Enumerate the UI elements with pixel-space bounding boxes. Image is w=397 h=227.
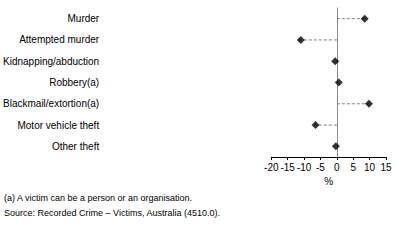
svg-text:5: 5 <box>350 162 356 173</box>
svg-text:Kidnapping/abduction: Kidnapping/abduction <box>3 56 99 67</box>
svg-text:Other theft: Other theft <box>52 141 99 152</box>
svg-text:(a) A victim can be a person o: (a) A victim can be a person or an organ… <box>4 193 192 203</box>
svg-text:Blackmail/extortion(a): Blackmail/extortion(a) <box>3 98 99 109</box>
svg-text:0: 0 <box>334 162 340 173</box>
svg-text:-15: -15 <box>280 162 295 173</box>
svg-text:Murder: Murder <box>68 13 100 24</box>
svg-text:%: % <box>324 176 333 187</box>
svg-text:Robbery(a): Robbery(a) <box>49 77 99 88</box>
svg-text:-5: -5 <box>316 162 325 173</box>
svg-text:15: 15 <box>380 162 392 173</box>
svg-text:10: 10 <box>364 162 376 173</box>
svg-text:-20: -20 <box>264 162 279 173</box>
svg-text:Motor vehicle theft: Motor vehicle theft <box>17 120 99 131</box>
svg-text:Attempted murder: Attempted murder <box>19 34 100 45</box>
svg-text:Source: Recorded Crime – Victi: Source: Recorded Crime – Victims, Austra… <box>4 208 220 218</box>
svg-text:-10: -10 <box>297 162 312 173</box>
